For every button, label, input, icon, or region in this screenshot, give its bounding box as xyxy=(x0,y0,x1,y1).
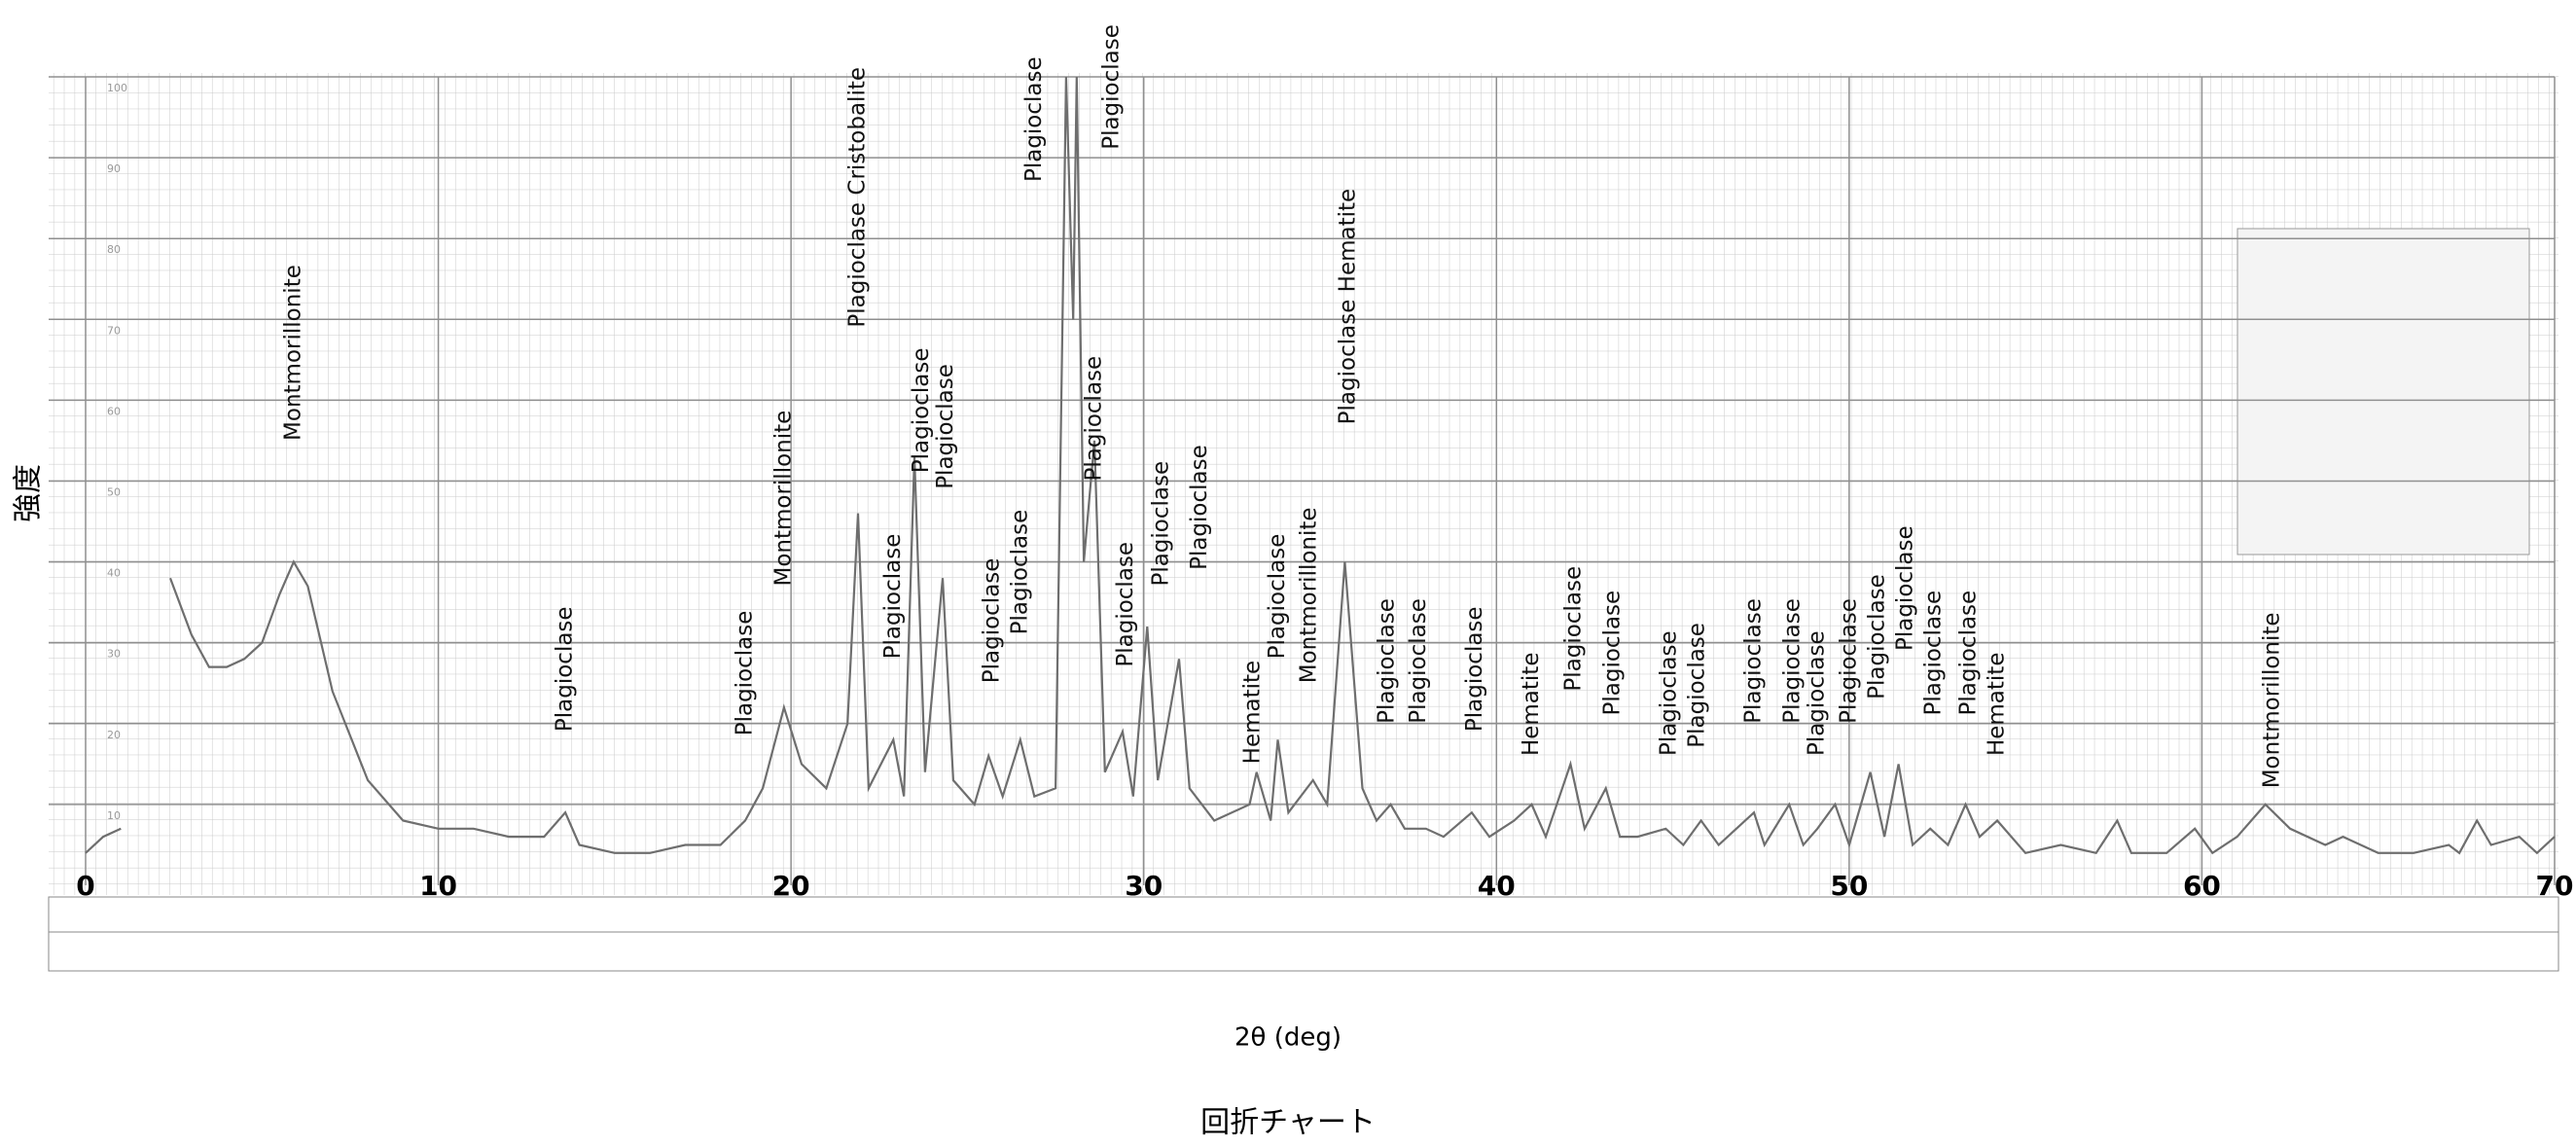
peak-label: Montmorillonite xyxy=(2259,612,2284,788)
x-tick-label: 0 xyxy=(76,870,94,902)
peak-label: Plagioclase xyxy=(1740,598,1766,724)
chart-paper xyxy=(49,73,2218,895)
peak-label: Hematite xyxy=(1240,661,1266,765)
peak-label: Plagioclase xyxy=(1836,598,1861,724)
peak-label: Plagioclase xyxy=(1148,461,1173,587)
y-tick-label: 80 xyxy=(107,243,121,256)
y-tick-label: 30 xyxy=(107,648,121,661)
peak-label: Plagioclase xyxy=(979,558,1004,684)
peak-label: Hematite xyxy=(1519,653,1544,757)
peak-label: Plagioclase xyxy=(909,348,934,474)
peak-label: Plagioclase xyxy=(1374,598,1399,724)
x-tick-label: 70 xyxy=(2536,870,2574,902)
y-tick-label: 10 xyxy=(107,809,121,822)
peak-label: Plagioclase xyxy=(1956,591,1982,716)
peak-label: Plagioclase xyxy=(733,611,758,736)
peak-label: Plagioclase xyxy=(1081,356,1106,482)
x-axis-label: 2θ (deg) xyxy=(1234,1023,1342,1053)
peak-label: Plagioclase xyxy=(1920,591,1946,716)
x-tick-label: 40 xyxy=(1478,870,1516,902)
y-tick-label: 90 xyxy=(107,162,121,175)
y-tick-label: 100 xyxy=(107,82,127,94)
x-tick-label: 50 xyxy=(1830,870,1868,902)
y-tick-label: 50 xyxy=(107,486,121,499)
peak-label: Plagioclase xyxy=(1021,56,1047,182)
peak-label: Plagioclase xyxy=(933,364,958,489)
peak-label: Plagioclase Cristobalite xyxy=(845,67,871,328)
peak-label: Plagioclase xyxy=(1265,534,1290,660)
y-tick-label: 20 xyxy=(107,729,121,741)
peak-label: Plagioclase xyxy=(1406,598,1431,724)
y-tick-label: 70 xyxy=(107,324,121,337)
y-tick-label: 40 xyxy=(107,567,121,580)
peak-label: Plagioclase xyxy=(1007,510,1032,635)
instrument-panel xyxy=(2236,228,2530,556)
peak-label: Montmorillonite xyxy=(280,265,305,441)
x-tick-label: 20 xyxy=(772,870,810,902)
peak-label: Hematite xyxy=(1985,653,2010,757)
peak-label: Plagioclase xyxy=(1779,598,1805,724)
y-axis-label: 強度 xyxy=(12,464,46,522)
peak-label: Plagioclase xyxy=(1684,623,1709,748)
diffraction-trace xyxy=(85,76,2556,855)
peak-label: Plagioclase xyxy=(1113,542,1138,667)
chart-title: 回折チャート xyxy=(1200,1106,1376,1140)
peak-label: Plagioclase xyxy=(1599,591,1625,716)
peak-label: Plagioclase Hematite xyxy=(1336,189,1361,425)
peak-label: Plagioclase xyxy=(880,534,906,660)
x-tick-label: 30 xyxy=(1125,870,1163,902)
peak-label: Plagioclase xyxy=(1561,566,1587,692)
x-tick-label: 10 xyxy=(419,870,457,902)
peak-label: Montmorillonite xyxy=(1297,507,1322,683)
peak-label: Plagioclase xyxy=(1892,525,1917,651)
peak-label: Plagioclase xyxy=(1187,445,1212,570)
bottom-strip xyxy=(48,896,2559,972)
peak-label: Montmorillonite xyxy=(770,411,796,587)
peak-label: Plagioclase xyxy=(1864,574,1889,699)
peak-label: Plagioclase xyxy=(553,606,578,732)
peak-label: Plagioclase xyxy=(1462,606,1487,732)
y-tick-label: 60 xyxy=(107,405,121,417)
x-tick-label: 60 xyxy=(2183,870,2221,902)
peak-label: Plagioclase xyxy=(1805,630,1830,756)
peak-label: Plagioclase xyxy=(1656,630,1681,756)
peak-label: Plagioclase xyxy=(1099,24,1125,150)
